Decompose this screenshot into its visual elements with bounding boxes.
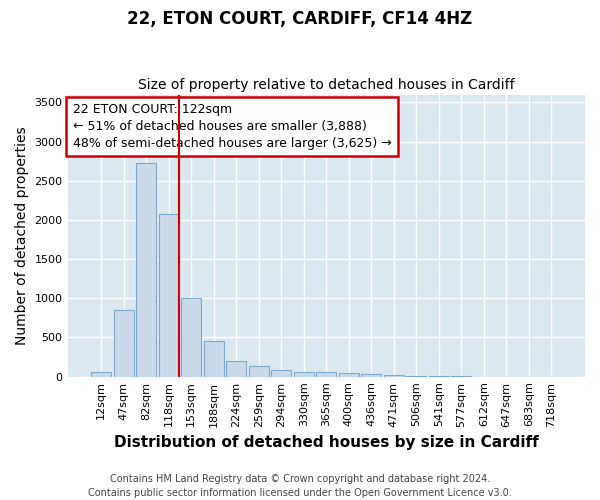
Bar xyxy=(383,375,404,376)
Bar xyxy=(181,298,202,376)
Bar xyxy=(248,366,269,376)
Bar xyxy=(136,162,157,376)
Bar xyxy=(271,370,292,376)
Bar xyxy=(91,372,112,376)
Y-axis label: Number of detached properties: Number of detached properties xyxy=(15,126,29,345)
Text: Contains HM Land Registry data © Crown copyright and database right 2024.
Contai: Contains HM Land Registry data © Crown c… xyxy=(88,474,512,498)
Bar xyxy=(203,342,224,376)
Bar xyxy=(316,372,337,376)
Bar xyxy=(361,374,382,376)
Bar xyxy=(158,214,179,376)
Bar xyxy=(226,360,247,376)
Bar xyxy=(338,373,359,376)
X-axis label: Distribution of detached houses by size in Cardiff: Distribution of detached houses by size … xyxy=(114,435,539,450)
Text: 22, ETON COURT, CARDIFF, CF14 4HZ: 22, ETON COURT, CARDIFF, CF14 4HZ xyxy=(127,10,473,28)
Title: Size of property relative to detached houses in Cardiff: Size of property relative to detached ho… xyxy=(138,78,515,92)
Bar xyxy=(293,372,314,376)
Bar xyxy=(113,310,134,376)
Text: 22 ETON COURT: 122sqm
← 51% of detached houses are smaller (3,888)
48% of semi-d: 22 ETON COURT: 122sqm ← 51% of detached … xyxy=(73,103,391,150)
